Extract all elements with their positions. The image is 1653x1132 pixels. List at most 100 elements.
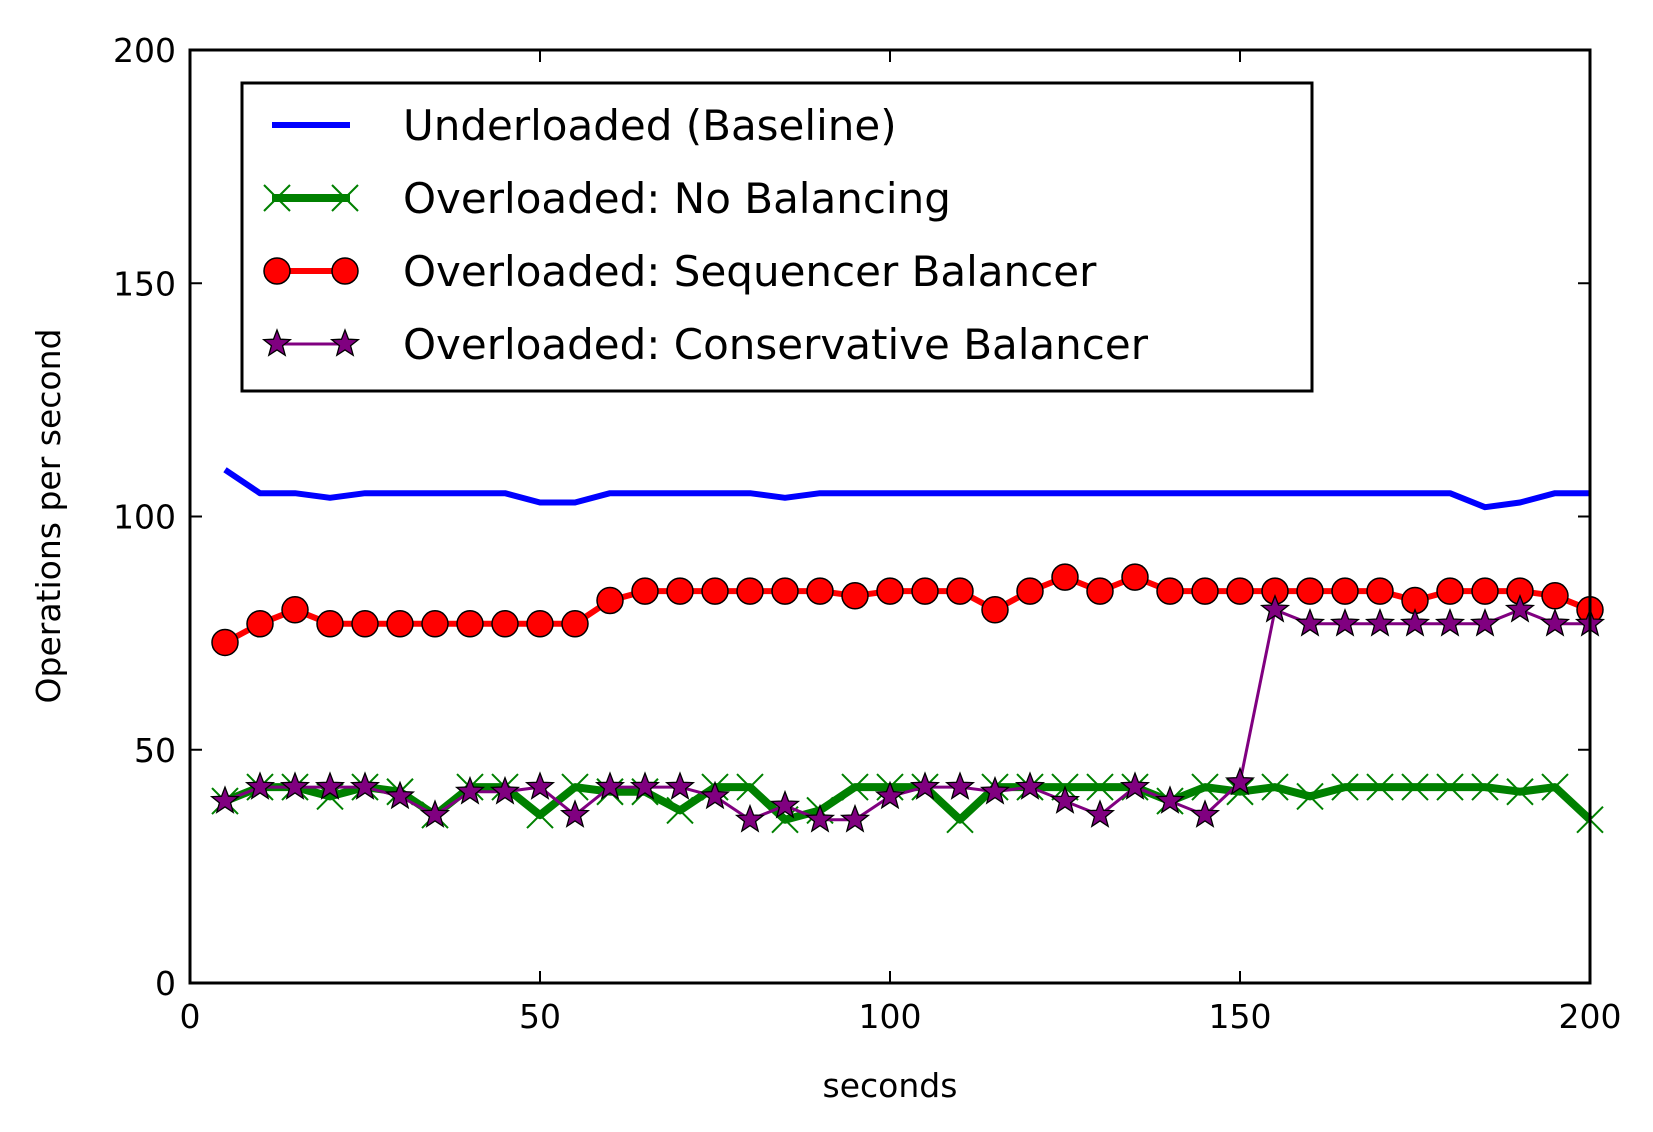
data-point-overloaded-sequencer-balancer xyxy=(561,610,589,638)
data-point-overloaded-conservative-balancer xyxy=(734,803,766,833)
data-point-overloaded-conservative-balancer xyxy=(384,780,416,810)
data-point-overloaded-conservative-balancer xyxy=(489,775,521,805)
series-line-overloaded-conservative-balancer xyxy=(224,608,1590,822)
legend-item-overloaded-sequencer-balancer: Overloaded: Sequencer Balancer xyxy=(263,247,1097,296)
x-axis-title: seconds xyxy=(823,1066,958,1105)
data-point-overloaded-sequencer-balancer xyxy=(1156,577,1184,605)
data-point-overloaded-conservative-balancer xyxy=(279,771,311,800)
data-point-overloaded-sequencer-balancer xyxy=(316,610,344,638)
legend-label: Overloaded: No Balancing xyxy=(403,174,951,223)
data-point-overloaded-sequencer-balancer xyxy=(1471,577,1499,605)
y-tick-label: 50 xyxy=(134,731,176,770)
legend-marker xyxy=(331,257,359,285)
data-point-overloaded-conservative-balancer xyxy=(1539,607,1571,637)
data-point-overloaded-no-balancing xyxy=(1366,773,1394,801)
data-point-overloaded-sequencer-balancer xyxy=(806,577,834,605)
data-point-overloaded-no-balancing xyxy=(771,806,799,834)
data-point-overloaded-conservative-balancer xyxy=(769,789,801,819)
data-point-overloaded-conservative-balancer xyxy=(594,771,626,800)
data-point-overloaded-no-balancing xyxy=(1261,773,1289,801)
data-point-overloaded-conservative-balancer xyxy=(1224,766,1256,796)
data-point-overloaded-sequencer-balancer xyxy=(1541,582,1569,610)
data-point-overloaded-conservative-balancer xyxy=(804,803,836,833)
data-point-overloaded-conservative-balancer xyxy=(1469,607,1501,637)
series-layer xyxy=(209,467,1606,834)
legend-item-overloaded-no-balancing: Overloaded: No Balancing xyxy=(263,174,951,223)
legend-marker xyxy=(263,257,291,285)
data-point-overloaded-no-balancing xyxy=(1401,773,1429,801)
series-line-overloaded-sequencer-balancer xyxy=(223,574,1592,646)
legend-marker xyxy=(329,328,361,357)
y-tick-label: 200 xyxy=(113,31,176,70)
data-point-overloaded-sequencer-balancer xyxy=(526,610,554,638)
data-point-overloaded-conservative-balancer xyxy=(979,775,1011,805)
data-point-overloaded-conservative-balancer xyxy=(1434,607,1466,637)
data-point-overloaded-sequencer-balancer xyxy=(876,577,904,605)
data-point-overloaded-conservative-balancer xyxy=(209,785,241,814)
data-point-overloaded-no-balancing xyxy=(1296,782,1324,811)
data-point-overloaded-no-balancing xyxy=(1086,773,1114,801)
legend-label: Overloaded: Conservative Balancer xyxy=(403,320,1149,369)
data-point-overloaded-sequencer-balancer xyxy=(491,610,519,638)
data-point-overloaded-conservative-balancer xyxy=(1119,771,1151,800)
data-point-overloaded-no-balancing xyxy=(561,773,589,801)
data-point-overloaded-conservative-balancer xyxy=(419,799,451,828)
x-tick-label: 200 xyxy=(1559,997,1622,1036)
data-point-overloaded-sequencer-balancer xyxy=(771,577,799,605)
series-underloaded-baseline xyxy=(223,467,1590,511)
data-point-overloaded-no-balancing xyxy=(1436,773,1464,801)
data-point-overloaded-conservative-balancer xyxy=(944,771,976,800)
data-point-overloaded-no-balancing xyxy=(946,806,974,834)
y-tick-label: 150 xyxy=(113,264,176,303)
data-point-overloaded-no-balancing xyxy=(841,773,869,801)
legend-marker xyxy=(331,184,359,212)
legend-marker xyxy=(261,328,293,357)
y-tick-label: 100 xyxy=(113,498,176,537)
data-point-overloaded-sequencer-balancer xyxy=(946,577,974,605)
data-point-overloaded-no-balancing xyxy=(736,773,764,801)
series-line-underloaded-baseline xyxy=(223,467,1590,511)
ticks-layer: 0 50 100 150 200 0 50 100 150 200 xyxy=(113,31,1622,1036)
data-point-overloaded-conservative-balancer xyxy=(1049,785,1081,814)
data-point-overloaded-no-balancing xyxy=(1191,773,1219,801)
data-point-overloaded-conservative-balancer xyxy=(1399,607,1431,637)
data-point-overloaded-conservative-balancer xyxy=(524,771,556,800)
data-point-overloaded-conservative-balancer xyxy=(874,780,906,810)
data-point-overloaded-conservative-balancer xyxy=(1084,799,1116,828)
data-point-overloaded-conservative-balancer xyxy=(1154,785,1186,814)
data-point-overloaded-conservative-balancer xyxy=(1259,593,1291,623)
data-point-overloaded-conservative-balancer xyxy=(699,780,731,810)
legend-label: Underloaded (Baseline) xyxy=(403,101,897,150)
data-point-overloaded-sequencer-balancer xyxy=(386,610,414,638)
data-point-overloaded-conservative-balancer xyxy=(1294,607,1326,637)
legend-marker xyxy=(263,184,291,212)
series-line-overloaded-no-balancing xyxy=(223,783,1593,824)
data-point-overloaded-conservative-balancer xyxy=(559,799,591,828)
data-point-overloaded-sequencer-balancer xyxy=(211,628,239,657)
x-tick-label: 100 xyxy=(859,997,922,1036)
data-point-overloaded-sequencer-balancer xyxy=(631,577,659,605)
data-point-overloaded-no-balancing xyxy=(666,796,694,825)
data-point-overloaded-sequencer-balancer xyxy=(1296,577,1324,605)
data-point-overloaded-sequencer-balancer xyxy=(841,582,869,610)
legend-label: Overloaded: Sequencer Balancer xyxy=(403,247,1097,296)
data-point-overloaded-conservative-balancer xyxy=(1504,593,1536,623)
data-point-overloaded-sequencer-balancer xyxy=(1226,577,1254,605)
series-overloaded-sequencer-balancer xyxy=(211,563,1604,657)
y-tick-label: 0 xyxy=(155,964,176,1003)
data-point-overloaded-no-balancing xyxy=(1471,773,1499,801)
legend-frame xyxy=(240,81,1314,393)
data-point-overloaded-sequencer-balancer xyxy=(1436,577,1464,605)
legend-item-overloaded-conservative-balancer: Overloaded: Conservative Balancer xyxy=(261,320,1149,369)
data-point-overloaded-conservative-balancer xyxy=(1329,607,1361,637)
data-point-overloaded-conservative-balancer xyxy=(909,771,941,800)
data-point-overloaded-conservative-balancer xyxy=(349,771,381,800)
data-point-overloaded-sequencer-balancer xyxy=(246,610,274,638)
data-point-overloaded-sequencer-balancer xyxy=(351,610,379,638)
data-point-overloaded-conservative-balancer xyxy=(454,775,486,805)
data-point-overloaded-sequencer-balancer xyxy=(596,586,624,615)
data-point-overloaded-sequencer-balancer xyxy=(1121,563,1149,591)
data-point-overloaded-conservative-balancer xyxy=(1014,771,1046,800)
x-tick-label: 150 xyxy=(1209,997,1272,1036)
data-point-overloaded-sequencer-balancer xyxy=(281,596,309,624)
